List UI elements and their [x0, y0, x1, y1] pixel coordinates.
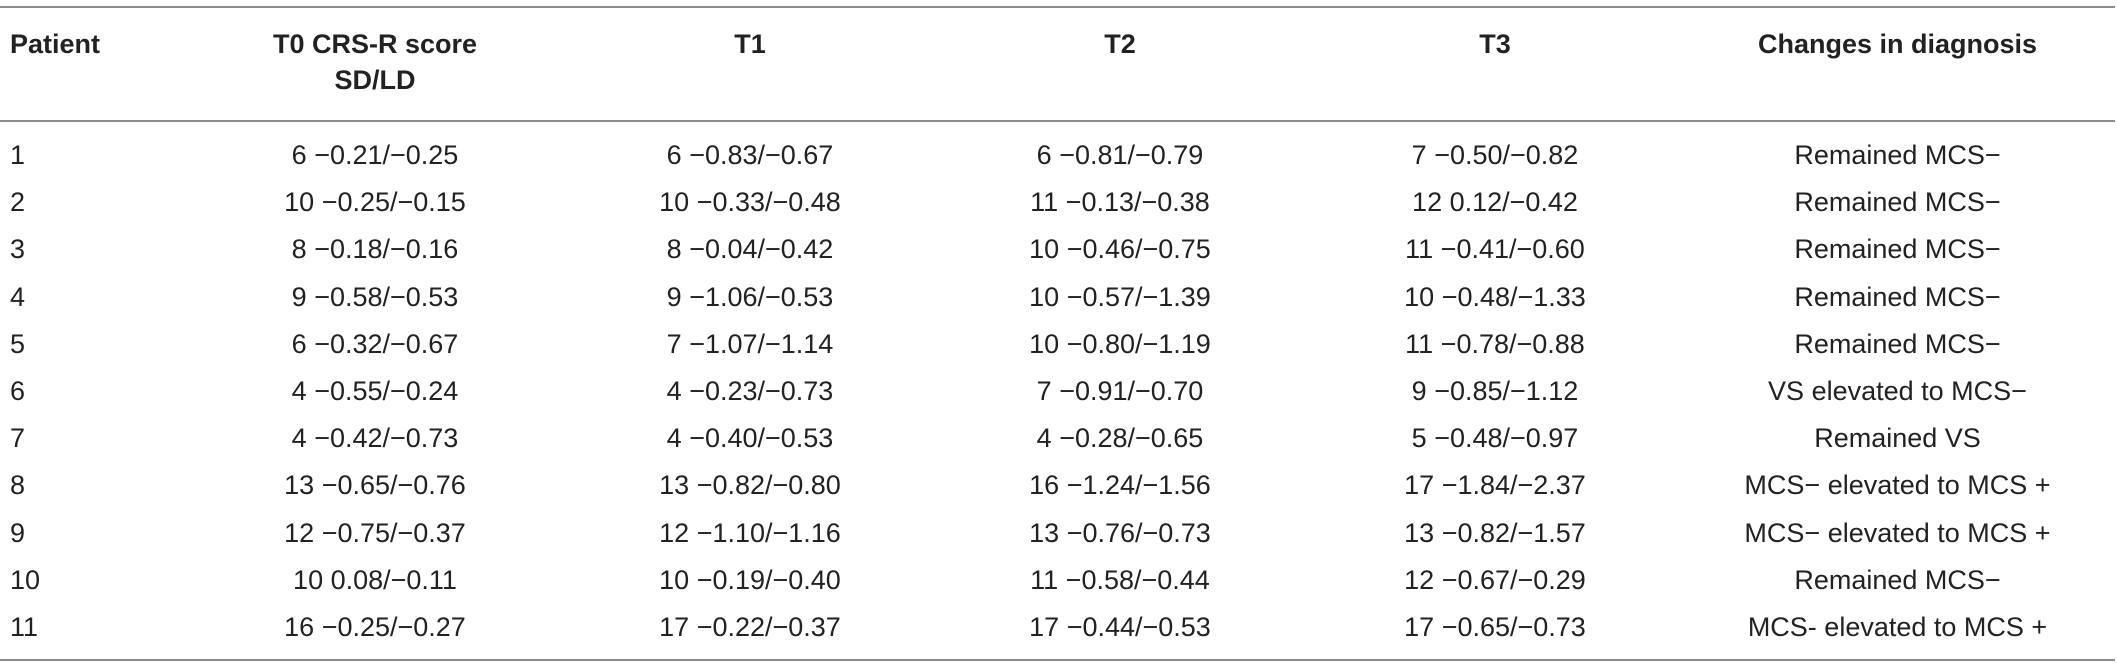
- cell-change-in-diagnosis: Remained MCS−: [1794, 234, 2001, 265]
- cell-t3: 17 −1.84/−2.37: [1404, 470, 1586, 501]
- cell-t1: 12 −1.10/−1.16: [659, 517, 841, 548]
- cell-t1: 4 −0.40/−0.53: [666, 423, 834, 454]
- cell-t1: 17 −0.22/−0.37: [659, 611, 841, 642]
- cell-patient: 11: [10, 611, 39, 642]
- cell-patient: 5: [10, 328, 26, 359]
- cell-patient: 9: [10, 517, 26, 548]
- cell-patient: 7: [10, 423, 26, 454]
- cell-t0: 13 −0.65/−0.76: [284, 470, 466, 501]
- table-row: 7 4 −0.42/−0.73 4 −0.40/−0.53 4 −0.28/−0…: [0, 415, 2115, 462]
- cell-t2: 13 −0.76/−0.73: [1029, 517, 1211, 548]
- cell-t3: 5 −0.48/−0.97: [1411, 423, 1579, 454]
- table-header: Patient T0 CRS-R score SD/LD T1 T2 T3 Ch…: [0, 7, 2115, 121]
- cell-patient: 1: [10, 140, 26, 171]
- header-patient: Patient: [10, 29, 101, 59]
- cell-t3: 11 −0.78/−0.88: [1405, 328, 1585, 359]
- table-row: 1 6 −0.21/−0.25 6 −0.83/−0.67 6 −0.81/−0…: [0, 121, 2115, 179]
- cell-change-in-diagnosis: Remained MCS−: [1794, 328, 2001, 359]
- cell-t2: 16 −1.24/−1.56: [1029, 470, 1211, 501]
- cell-patient: 2: [10, 187, 26, 218]
- cell-t3: 13 −0.82/−1.57: [1404, 517, 1586, 548]
- table-row: 5 6 −0.32/−0.67 7 −1.07/−1.14 10 −0.80/−…: [0, 321, 2115, 368]
- cell-change-in-diagnosis: Remained MCS−: [1794, 281, 2001, 312]
- cell-t3: 10 −0.48/−1.33: [1404, 281, 1586, 312]
- cell-t2: 10 −0.57/−1.39: [1029, 281, 1211, 312]
- cell-change-in-diagnosis: MCS− elevated to MCS +: [1744, 470, 2051, 501]
- cell-change-in-diagnosis: MCS− elevated to MCS +: [1744, 517, 2051, 548]
- header-t3: T3: [1479, 29, 1511, 59]
- header-t1: T1: [734, 29, 766, 59]
- cell-patient: 8: [10, 470, 26, 501]
- cell-t2: 10 −0.80/−1.19: [1029, 328, 1211, 359]
- header-t0-line1: T0 CRS-R score: [272, 29, 478, 59]
- cell-t0: 9 −0.58/−0.53: [291, 281, 459, 312]
- table-row: 9 12 −0.75/−0.37 12 −1.10/−1.16 13 −0.76…: [0, 510, 2115, 557]
- cell-t2: 4 −0.28/−0.65: [1036, 423, 1204, 454]
- cell-t3: 7 −0.50/−0.82: [1411, 140, 1579, 171]
- table-row: 10 10 0.08/−0.11 10 −0.19/−0.40 11 −0.58…: [0, 557, 2115, 604]
- cell-t3: 17 −0.65/−0.73: [1404, 611, 1586, 642]
- cell-patient: 3: [10, 234, 26, 265]
- header-t0: T0 CRS-R score SD/LD: [180, 7, 570, 121]
- header-t2: T2: [1104, 29, 1136, 59]
- cell-t2: 11 −0.58/−0.44: [1030, 564, 1210, 595]
- table-row: 8 13 −0.65/−0.76 13 −0.82/−0.80 16 −1.24…: [0, 462, 2115, 509]
- cell-t0: 6 −0.32/−0.67: [291, 328, 459, 359]
- cell-patient: 6: [10, 376, 26, 407]
- table-body: 1 6 −0.21/−0.25 6 −0.83/−0.67 6 −0.81/−0…: [0, 121, 2115, 661]
- cell-t3: 12 −0.67/−0.29: [1404, 564, 1586, 595]
- cell-t1: 10 −0.19/−0.40: [659, 564, 841, 595]
- cell-t3: 9 −0.85/−1.12: [1411, 376, 1579, 407]
- cell-t1: 7 −1.07/−1.14: [666, 328, 834, 359]
- cell-t0: 12 −0.75/−0.37: [284, 517, 466, 548]
- table-row: 4 9 −0.58/−0.53 9 −1.06/−0.53 10 −0.57/−…: [0, 274, 2115, 321]
- cell-t0: 4 −0.55/−0.24: [291, 376, 459, 407]
- cell-t2: 11 −0.13/−0.38: [1030, 187, 1210, 218]
- cell-t2: 7 −0.91/−0.70: [1036, 376, 1204, 407]
- cell-t3: 12 0.12/−0.42: [1412, 187, 1578, 218]
- cell-t0: 16 −0.25/−0.27: [284, 611, 466, 642]
- header-t0-line2: SD/LD: [334, 65, 416, 95]
- cell-patient: 4: [10, 281, 26, 312]
- cell-t1: 10 −0.33/−0.48: [659, 187, 841, 218]
- cell-t2: 17 −0.44/−0.53: [1029, 611, 1211, 642]
- table-row: 2 10 −0.25/−0.15 10 −0.33/−0.48 11 −0.13…: [0, 179, 2115, 226]
- cell-t1: 4 −0.23/−0.73: [666, 376, 834, 407]
- cell-change-in-diagnosis: Remained MCS−: [1794, 140, 2001, 171]
- cell-change-in-diagnosis: Remained MCS−: [1794, 564, 2001, 595]
- table-row: 11 16 −0.25/−0.27 17 −0.22/−0.37 17 −0.4…: [0, 604, 2115, 661]
- cell-t1: 13 −0.82/−0.80: [659, 470, 841, 501]
- table-row: 6 4 −0.55/−0.24 4 −0.23/−0.73 7 −0.91/−0…: [0, 368, 2115, 415]
- cell-t0: 4 −0.42/−0.73: [291, 423, 459, 454]
- cell-t1: 8 −0.04/−0.42: [666, 234, 834, 265]
- table-row: 3 8 −0.18/−0.16 8 −0.04/−0.42 10 −0.46/−…: [0, 226, 2115, 273]
- cell-t0: 6 −0.21/−0.25: [291, 140, 459, 171]
- cell-t2: 6 −0.81/−0.79: [1036, 140, 1204, 171]
- crs-r-score-table: Patient T0 CRS-R score SD/LD T1 T2 T3 Ch…: [0, 6, 2115, 661]
- cell-change-in-diagnosis: Remained VS: [1814, 423, 1981, 454]
- cell-change-in-diagnosis: MCS- elevated to MCS +: [1747, 611, 2048, 642]
- header-row: Patient T0 CRS-R score SD/LD T1 T2 T3 Ch…: [0, 7, 2115, 121]
- cell-t2: 10 −0.46/−0.75: [1029, 234, 1211, 265]
- cell-t0: 10 −0.25/−0.15: [284, 187, 466, 218]
- cell-t0: 8 −0.18/−0.16: [291, 234, 459, 265]
- cell-t1: 6 −0.83/−0.67: [666, 140, 834, 171]
- cell-patient: 10: [10, 564, 41, 595]
- cell-t3: 11 −0.41/−0.60: [1405, 234, 1585, 265]
- cell-change-in-diagnosis: Remained MCS−: [1794, 187, 2001, 218]
- cell-change-in-diagnosis: VS elevated to MCS−: [1768, 376, 2027, 407]
- header-changes-in-diagnosis: Changes in diagnosis: [1757, 29, 2038, 59]
- cell-t1: 9 −1.06/−0.53: [666, 281, 834, 312]
- cell-t0: 10 0.08/−0.11: [293, 564, 457, 595]
